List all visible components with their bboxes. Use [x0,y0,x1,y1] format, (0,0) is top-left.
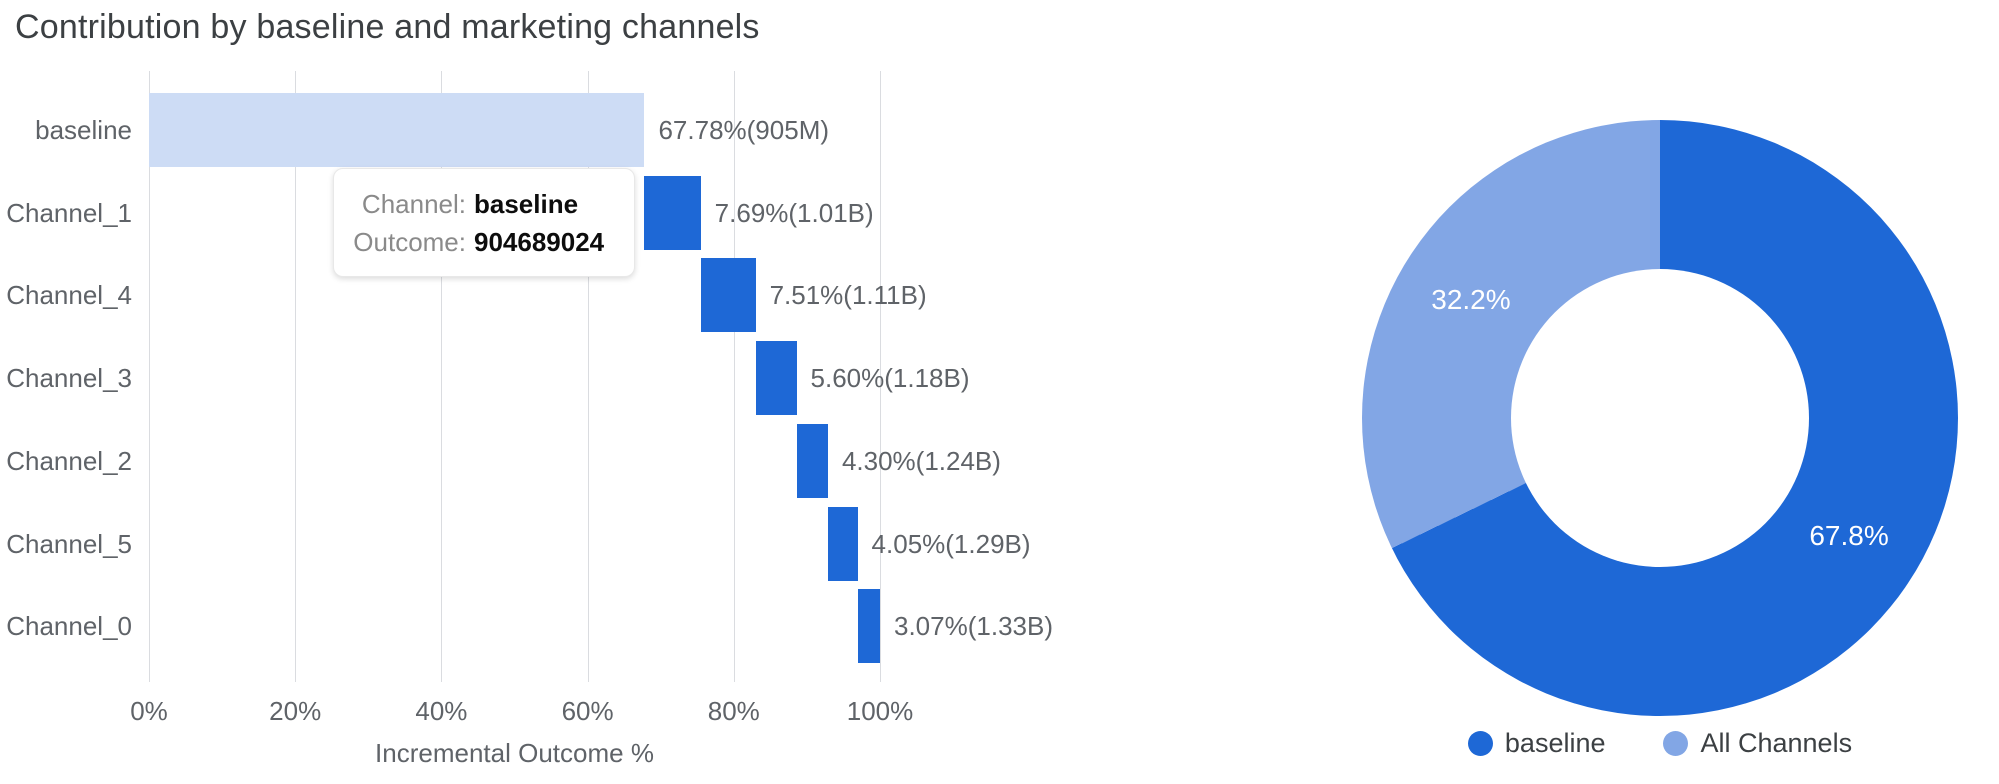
legend-swatch-baseline [1467,731,1493,756]
tooltip-row-outcome: Outcome: 904689024 [348,223,620,261]
bar-channel_3[interactable] [755,341,797,416]
bar-value-label-channel_4: 7.51%(1.11B) [769,280,927,311]
legend-label-all-channels: All Channels [1700,728,1853,758]
gridline-20% [295,71,297,682]
bar-channel_0[interactable] [857,589,880,664]
legend-label-baseline: baseline [1504,728,1606,758]
tooltip: Channel: baseline Outcome: 904689024 [333,168,635,277]
legend-swatch-all-channels [1663,731,1689,756]
tooltip-outcome-value: 904689024 [474,226,605,257]
legend-item-all-channels[interactable]: All Channels [1663,728,1852,759]
pie-slice-label-baseline: 67.8% [1809,520,1889,552]
category-label-channel_3: Channel_3 [6,363,132,394]
bar-value-label-channel_5: 4.05%(1.29B) [871,528,1031,559]
bar-value-label-channel_3: 5.60%(1.18B) [810,363,970,394]
tooltip-channel-value: baseline [474,188,579,219]
tooltip-outcome-label: Outcome: [353,226,466,257]
category-label-channel_0: Channel_0 [6,611,132,642]
gridline-0% [149,71,150,682]
x-tick-label-20%: 20% [269,696,322,726]
category-label-channel_4: Channel_4 [6,280,132,311]
bar-channel_1[interactable] [644,175,701,250]
bar-channel_4[interactable] [700,258,756,333]
bar-plot-area: 67.78%(905M) 7.69%(1.01B) 7.51%(1.11B) 5.60… [149,71,1053,682]
category-label-baseline: baseline [35,115,132,145]
donut-legend: baseline All Channels [1362,728,1958,759]
pie-slice-label-all-channels: 32.2% [1431,283,1511,315]
page-title: Contribution by baseline and marketing c… [15,8,760,46]
bar-channel_2[interactable] [796,423,828,498]
gridline-40% [441,71,443,682]
x-tick-label-60%: 60% [561,696,614,726]
legend-item-baseline[interactable]: baseline [1467,728,1606,759]
bar-channel_5[interactable] [827,506,858,581]
bar-baseline[interactable] [149,93,645,167]
bar-value-label-channel_2: 4.30%(1.24B) [841,445,1001,476]
gridline-80% [733,71,735,682]
donut-hole [1511,269,1809,567]
gridline-100% [880,71,881,682]
x-tick-label-100%: 100% [846,696,914,726]
tooltip-row-channel: Channel: baseline [348,185,620,223]
bar-value-label-channel_1: 7.69%(1.01B) [714,197,874,228]
bar-value-label-baseline: 67.78%(905M) [658,115,830,145]
bar-value-label-channel_0: 3.07%(1.33B) [894,611,1053,642]
x-axis-title: Incremental Outcome % [375,738,654,768]
gridline-60% [587,71,589,682]
tooltip-channel-label: Channel: [361,188,466,219]
category-label-channel_1: Channel_1 [6,197,132,228]
donut-chart[interactable]: 67.8% 32.2% [1362,120,1958,716]
x-tick-label-40%: 40% [415,696,468,726]
x-tick-label-0%: 0% [130,696,168,726]
category-label-channel_5: Channel_5 [6,528,132,559]
category-label-channel_2: Channel_2 [6,445,132,476]
x-tick-label-80%: 80% [707,696,760,726]
